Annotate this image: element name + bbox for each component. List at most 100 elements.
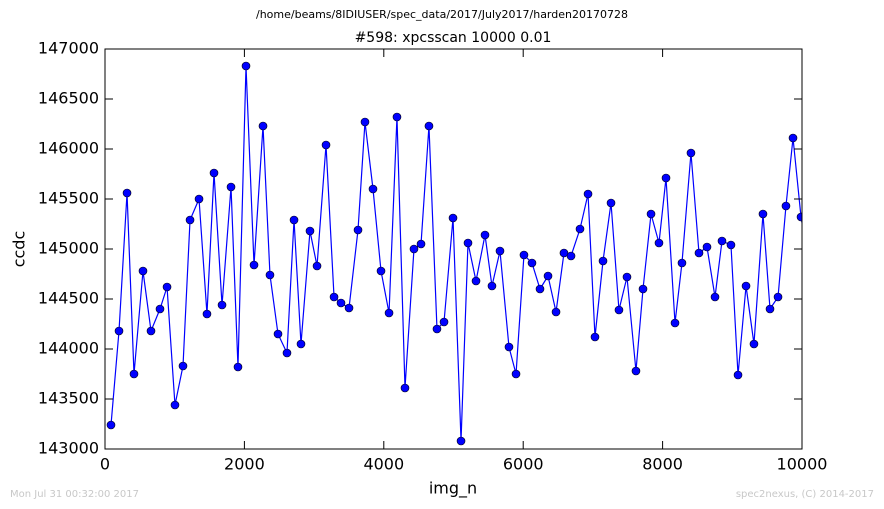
data-point xyxy=(487,281,497,291)
y-tick-label: 144000 xyxy=(38,339,99,358)
data-point xyxy=(726,240,736,250)
data-point xyxy=(162,282,172,292)
data-point xyxy=(289,215,299,225)
footer-right: spec2nexus, (C) 2014-2017 xyxy=(736,489,874,500)
data-point xyxy=(765,304,775,314)
data-point xyxy=(495,246,505,256)
data-point xyxy=(384,308,394,318)
x-tick-label: 2000 xyxy=(224,455,265,474)
data-point xyxy=(710,292,720,302)
data-point xyxy=(138,266,148,276)
data-point xyxy=(439,317,449,327)
data-point xyxy=(170,400,180,410)
data-point xyxy=(185,215,195,225)
footer-left: Mon Jul 31 00:32:00 2017 xyxy=(10,489,139,500)
y-tick-label: 145000 xyxy=(38,239,99,258)
data-point xyxy=(646,209,656,219)
data-point xyxy=(677,258,687,268)
data-line xyxy=(110,65,802,442)
data-point xyxy=(773,292,783,302)
data-point xyxy=(504,342,514,352)
data-point xyxy=(336,298,346,308)
data-point xyxy=(392,112,402,122)
y-tick-label: 143000 xyxy=(38,439,99,458)
data-point xyxy=(519,250,529,260)
y-axis-label: ccdc xyxy=(10,231,29,268)
x-axis-label: img_n xyxy=(429,479,477,499)
data-point xyxy=(622,272,632,282)
y-tick-label: 146500 xyxy=(38,89,99,108)
data-point xyxy=(312,261,322,271)
data-point xyxy=(155,304,165,314)
data-point xyxy=(241,61,251,71)
data-point xyxy=(702,242,712,252)
data-point xyxy=(670,318,680,328)
data-point xyxy=(114,326,124,336)
data-point xyxy=(376,266,386,276)
data-point xyxy=(463,238,473,248)
data-point xyxy=(733,370,743,380)
data-point xyxy=(400,383,410,393)
data-point xyxy=(805,259,813,267)
data-point xyxy=(614,305,624,315)
data-point xyxy=(654,238,664,248)
data-point xyxy=(686,148,696,158)
data-point xyxy=(606,198,616,208)
data-point xyxy=(749,339,759,349)
data-point xyxy=(432,324,442,334)
x-tick-label: 6000 xyxy=(503,455,544,474)
data-point xyxy=(273,329,283,339)
data-point xyxy=(741,281,751,291)
data-point xyxy=(209,168,219,178)
data-point xyxy=(796,212,802,222)
data-point xyxy=(424,121,434,131)
data-point xyxy=(511,369,521,379)
x-tick-label: 8000 xyxy=(642,455,683,474)
data-point xyxy=(258,121,268,131)
data-point xyxy=(249,260,259,270)
data-point xyxy=(146,326,156,336)
data-point xyxy=(598,256,608,266)
data-point xyxy=(638,284,648,294)
data-point xyxy=(781,201,791,211)
data-point xyxy=(305,226,315,236)
data-point xyxy=(353,225,363,235)
data-point xyxy=(122,188,132,198)
y-tick-label: 146000 xyxy=(38,139,99,158)
data-point xyxy=(296,339,306,349)
data-point xyxy=(217,300,227,310)
x-tick-label: 10000 xyxy=(777,455,828,474)
data-point xyxy=(543,271,553,281)
data-point xyxy=(535,284,545,294)
data-point xyxy=(480,230,490,240)
data-point xyxy=(416,239,426,249)
data-point xyxy=(265,270,275,280)
data-point xyxy=(590,332,600,342)
data-point xyxy=(575,224,585,234)
data-point xyxy=(368,184,378,194)
data-point xyxy=(178,361,188,371)
data-point xyxy=(631,366,641,376)
data-point xyxy=(758,209,768,219)
data-point xyxy=(788,133,798,143)
data-point xyxy=(456,436,466,446)
plot-area xyxy=(106,61,813,446)
data-point xyxy=(233,362,243,372)
data-point xyxy=(360,117,370,127)
data-point xyxy=(282,348,292,358)
data-point xyxy=(527,258,537,268)
data-point xyxy=(717,236,727,246)
x-tick-label: 0 xyxy=(100,455,110,474)
data-point xyxy=(344,303,354,313)
data-point xyxy=(106,420,116,430)
data-point xyxy=(694,248,704,258)
y-tick-label: 145500 xyxy=(38,189,99,208)
chart-title: #598: xpcsscan 10000 0.01 xyxy=(355,30,552,46)
data-point xyxy=(226,182,236,192)
y-tick-label: 143500 xyxy=(38,389,99,408)
data-point xyxy=(409,244,419,254)
data-point xyxy=(202,309,212,319)
data-point xyxy=(329,292,339,302)
data-point xyxy=(194,194,204,204)
